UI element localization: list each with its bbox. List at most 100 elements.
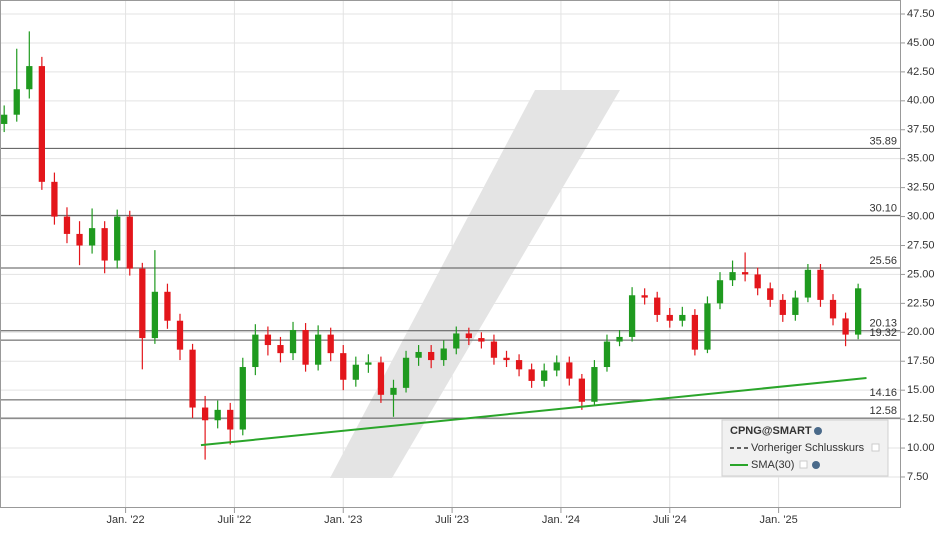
candle-body [855, 288, 862, 335]
candle-body [716, 280, 724, 304]
candle-body [51, 181, 58, 217]
candle-body [377, 362, 385, 395]
candle-body [402, 357, 410, 388]
y-tick-label: 12.50 [907, 413, 935, 425]
y-tick-label: 40.00 [907, 95, 935, 107]
candle-body [289, 329, 297, 354]
candle-body [666, 314, 673, 321]
candle-body [428, 351, 435, 361]
candle-body [578, 378, 585, 402]
candle-body [239, 367, 246, 430]
sma-line [200, 377, 867, 447]
candle-body [76, 233, 83, 246]
y-tick-label: 47.50 [907, 8, 935, 20]
candle-body [654, 297, 661, 315]
candle-body [189, 349, 196, 408]
x-tick-label: Juli '22 [217, 514, 251, 526]
y-tick-label: 27.50 [907, 239, 935, 251]
candle-body [566, 362, 573, 379]
y-tick-label: 42.50 [907, 66, 935, 78]
legend-label: Vorheriger Schlusskurs [751, 442, 865, 454]
candle-body [327, 334, 334, 354]
candle-body [603, 341, 611, 368]
candle-body [842, 318, 849, 335]
candle-body [528, 369, 535, 381]
y-tick-label: 25.00 [907, 268, 935, 280]
candle-body [13, 89, 20, 115]
legend-icon [812, 461, 820, 469]
candle-body [591, 367, 598, 402]
level-label: 35.89 [869, 135, 897, 147]
candle-body [201, 407, 209, 421]
level-label: 20.13 [869, 318, 897, 330]
y-tick-label: 20.00 [907, 326, 935, 338]
y-tick-label: 22.50 [907, 297, 935, 309]
y-tick-label: 10.00 [907, 442, 935, 454]
candle-body [754, 274, 761, 289]
candle-body [415, 351, 422, 358]
candle-body [779, 299, 786, 315]
legend-title: CPNG@SMART [730, 425, 812, 437]
candle-body [302, 329, 309, 365]
candle-body [829, 299, 837, 319]
candle-body [164, 291, 171, 321]
candle-body [88, 228, 96, 246]
x-tick-label: Jan. '24 [542, 514, 580, 526]
candle-body [515, 360, 523, 370]
candle-body [176, 320, 184, 350]
candle-body [628, 295, 636, 337]
x-tick-label: Jan. '25 [760, 514, 798, 526]
legend-label: SMA(30) [751, 459, 794, 471]
marks [1, 31, 867, 460]
candle-body [729, 272, 736, 281]
candle-body [126, 216, 133, 269]
candle-body [340, 353, 347, 380]
level-label: 19.32 [869, 327, 897, 339]
candle-body [38, 66, 45, 182]
legend-icon [814, 427, 822, 435]
legend-checkbox[interactable] [871, 443, 880, 452]
plot-border [0, 0, 901, 508]
candle-body [1, 114, 8, 124]
y-tick-label: 7.50 [907, 471, 928, 483]
watermark [330, 90, 620, 478]
candle-body [151, 291, 159, 339]
level-label: 12.58 [869, 405, 897, 417]
candle-body [101, 228, 108, 261]
x-tick-label: Juli '23 [435, 514, 469, 526]
legend-checkbox[interactable] [799, 460, 808, 469]
candle-body [741, 272, 749, 275]
x-tick-label: Juli '24 [653, 514, 687, 526]
candle-body [792, 297, 799, 315]
candle-body [465, 333, 472, 339]
candle-body [252, 334, 259, 368]
x-tick-label: Jan. '22 [106, 514, 144, 526]
candle-body [26, 66, 33, 90]
y-tick-label: 37.50 [907, 124, 935, 136]
candle-body [503, 357, 510, 361]
y-tick-label: 15.00 [907, 384, 935, 396]
y-tick-label: 17.50 [907, 355, 935, 367]
candle-body [804, 269, 812, 298]
y-tick-label: 30.00 [907, 210, 935, 222]
candle-body [553, 362, 560, 371]
axes: 7.50 10.00 12.50 15.00 17.50 20.00 22.50 25.00 2… [106, 8, 934, 526]
candle-body [139, 268, 146, 339]
candle-body [817, 269, 824, 300]
level-label: 14.16 [869, 387, 897, 399]
candle-body [365, 362, 372, 365]
candle-body [440, 348, 447, 361]
grid [0, 0, 900, 508]
y-tick-label: 35.00 [907, 153, 935, 165]
candle-body [616, 336, 623, 342]
candle-body [478, 338, 485, 342]
y-tick-label: 45.00 [907, 37, 935, 49]
candle-body [352, 364, 359, 380]
candle-body [214, 409, 221, 421]
level-label: 25.56 [869, 255, 897, 267]
candle-body [315, 334, 322, 365]
candle-body [227, 409, 234, 430]
candle-body [114, 216, 121, 261]
